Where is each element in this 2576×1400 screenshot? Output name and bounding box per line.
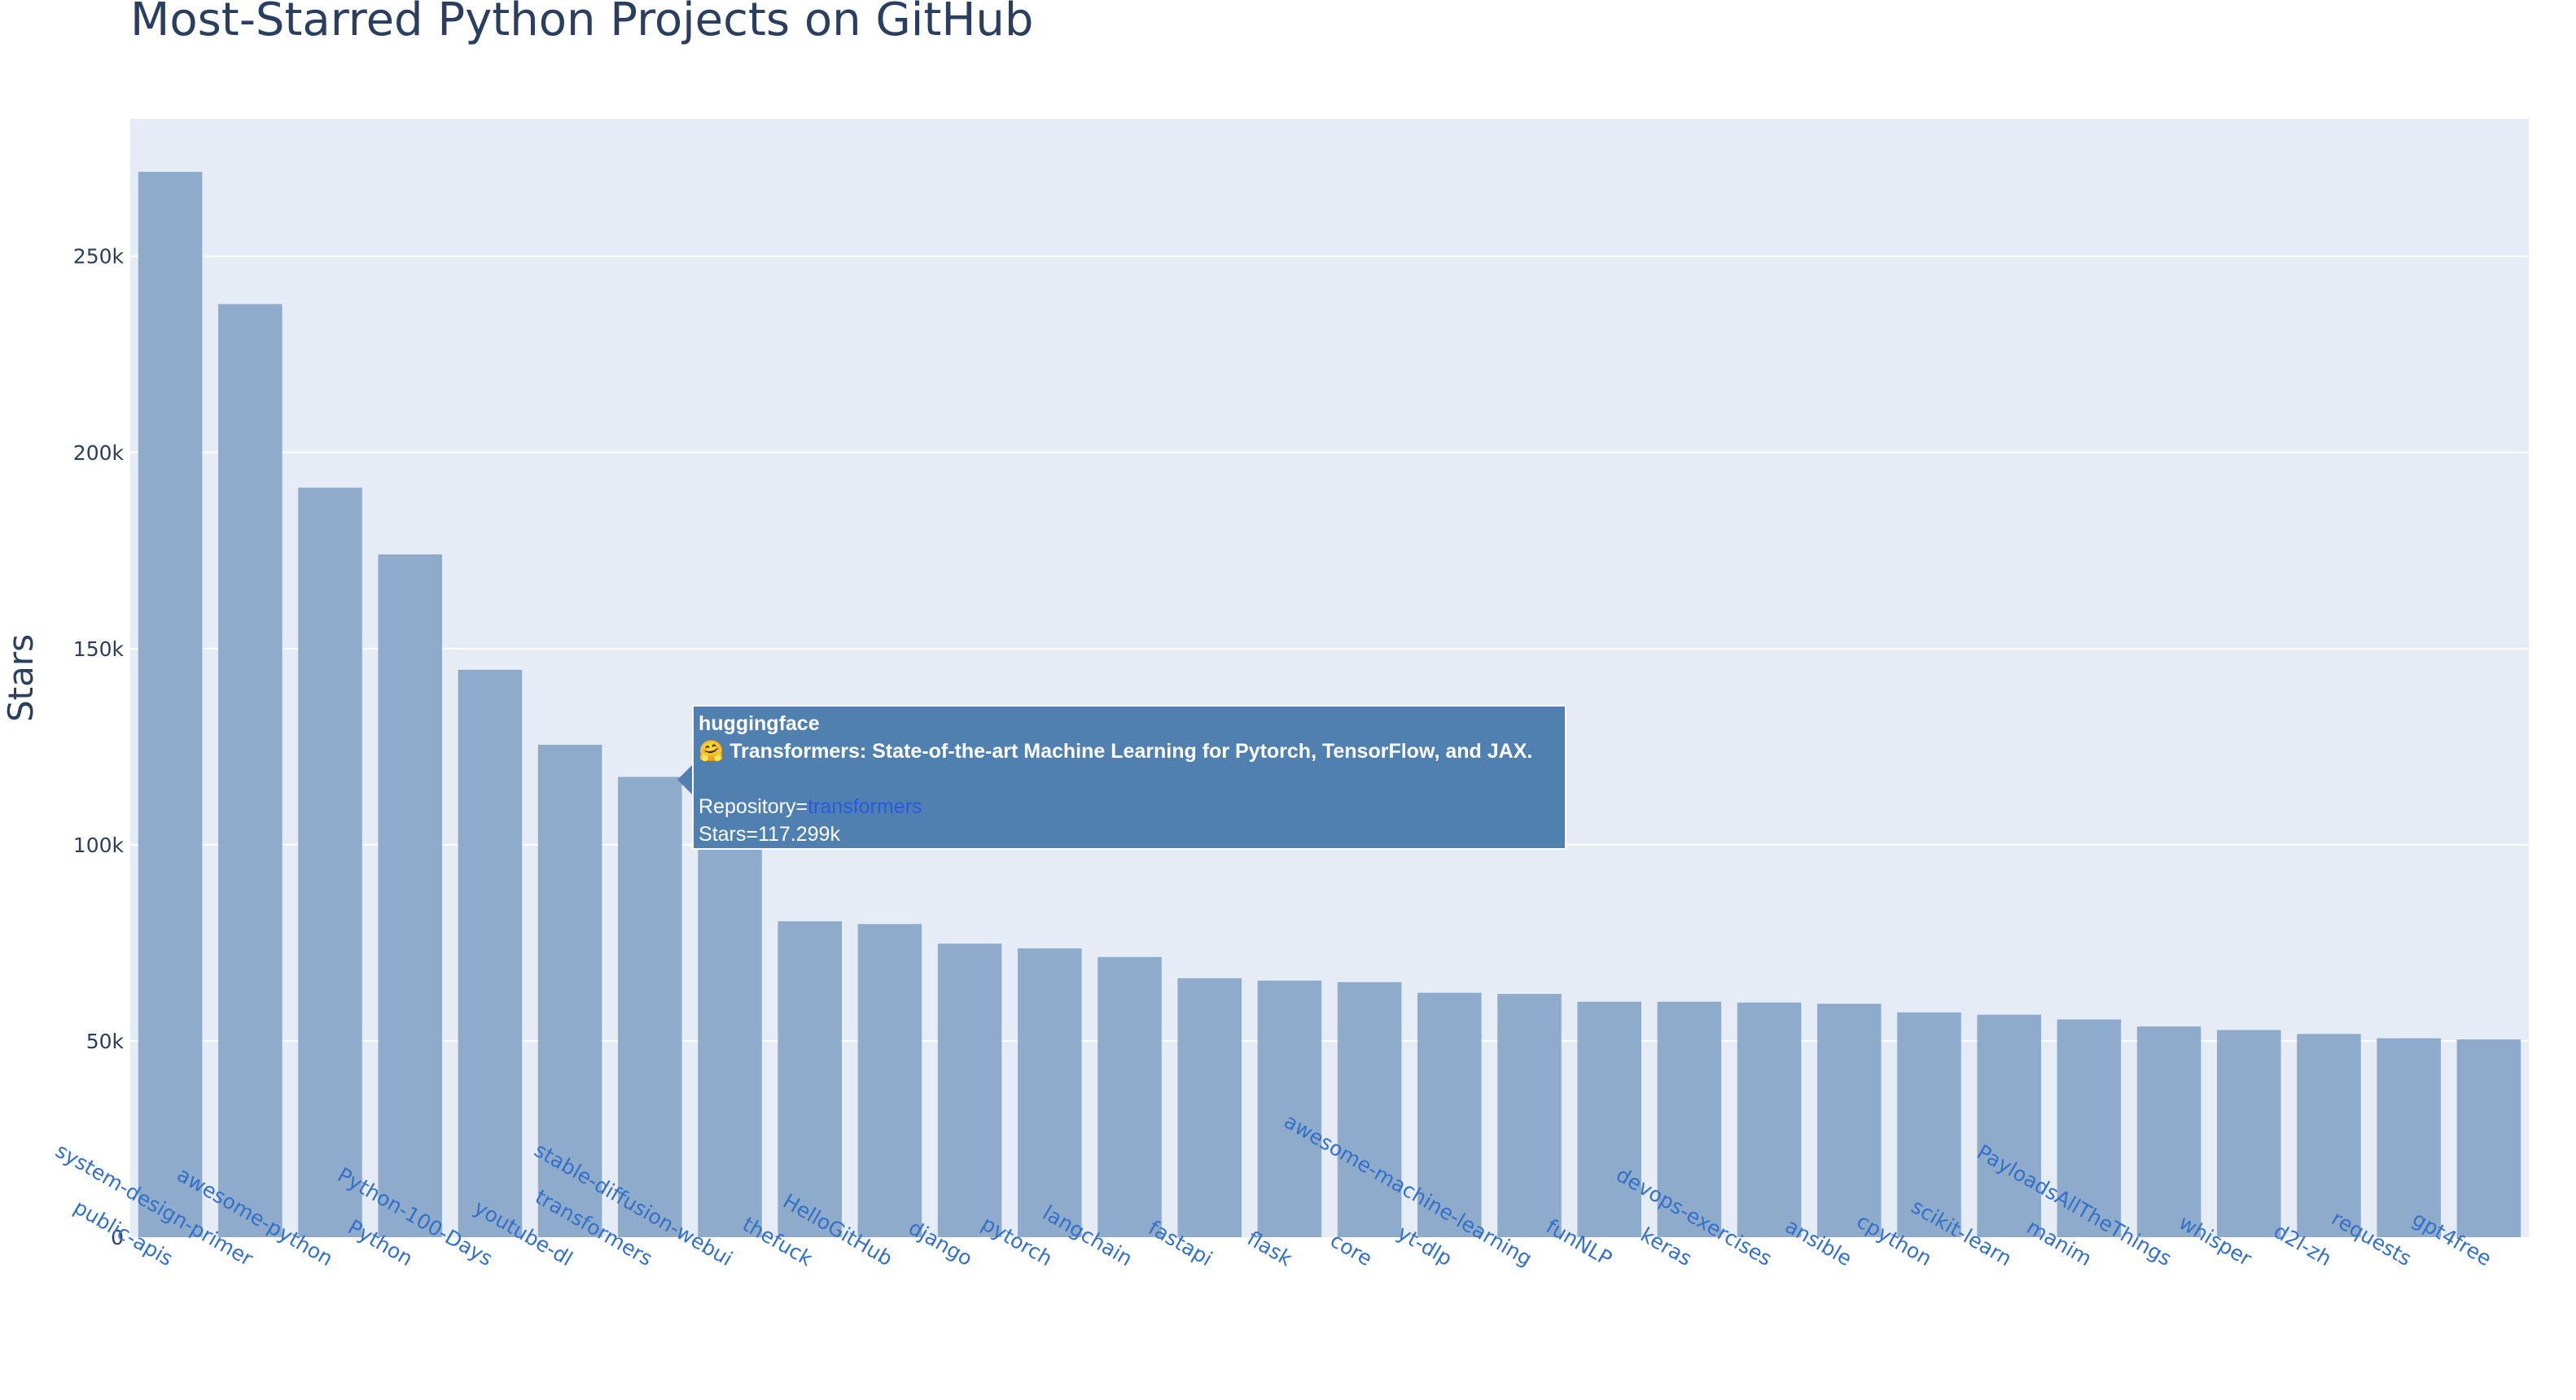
y-tick-label: 150k — [73, 637, 125, 661]
tooltip-repository-label: Repository= — [699, 795, 808, 818]
bar-stable-diffusion-webui[interactable] — [698, 829, 762, 1237]
y-tick-label: 100k — [73, 833, 125, 857]
bar-langchain[interactable] — [1097, 956, 1162, 1237]
bar-gpt4free[interactable] — [2456, 1039, 2521, 1237]
bar-public-apis[interactable] — [138, 172, 203, 1237]
bar-funnlp[interactable] — [1577, 1001, 1641, 1237]
bar-youtube-dl[interactable] — [537, 744, 602, 1237]
tooltip-owner: huggingface — [699, 712, 820, 735]
y-axis-title: Stars — [1, 634, 41, 722]
bar-pytorch[interactable] — [1018, 948, 1082, 1237]
y-tick-label: 200k — [73, 441, 125, 465]
bar-yt-dlp[interactable] — [1417, 992, 1482, 1237]
bar-flask[interactable] — [1257, 980, 1322, 1237]
y-tick-label: 0 — [111, 1226, 124, 1249]
tooltip-repository-row: Repository=transformers — [699, 793, 1560, 820]
bars — [138, 172, 2521, 1237]
hover-tooltip: huggingface 🤗 Transformers: State-of-the… — [692, 705, 1566, 850]
bar-fastapi[interactable] — [1177, 978, 1242, 1237]
tooltip-repository-link[interactable]: transformers — [808, 795, 922, 818]
bar-devops-exercises[interactable] — [1737, 1002, 1802, 1237]
y-tick-label: 50k — [86, 1030, 125, 1053]
y-tick-labels: 0 50k 100k 150k 200k 250k — [73, 245, 125, 1249]
bar-awesome-python[interactable] — [298, 488, 362, 1237]
bar-system-design-primer[interactable] — [218, 304, 283, 1237]
bar-payloadsallthethings[interactable] — [2136, 1026, 2201, 1237]
bar-requests[interactable] — [2377, 1038, 2441, 1237]
tooltip-arrow — [677, 763, 694, 796]
bar-hellogithub[interactable] — [857, 924, 922, 1237]
tooltip-description: 🤗 Transformers: State-of-the-art Machine… — [699, 740, 1533, 763]
chart-title: Most-Starred Python Projects on GitHub — [130, 0, 1034, 46]
bar-python-100-days[interactable] — [458, 669, 523, 1237]
bar-manim[interactable] — [2057, 1019, 2122, 1237]
bar-scikit-learn[interactable] — [1977, 1014, 2041, 1237]
bar-python[interactable] — [378, 554, 442, 1237]
tooltip-stars: Stars=117.299k — [699, 823, 840, 846]
bar-ansible[interactable] — [1817, 1004, 1882, 1237]
bar-django[interactable] — [937, 943, 1002, 1237]
bar-awesome-machine-learning[interactable] — [1497, 994, 1562, 1237]
bar-d2l-zh[interactable] — [2297, 1034, 2361, 1237]
bar-cpython[interactable] — [1897, 1012, 1961, 1237]
bar-core[interactable] — [1337, 982, 1402, 1237]
grid-lines — [130, 255, 2529, 1042]
bar-keras[interactable] — [1657, 1001, 1722, 1237]
y-tick-label: 250k — [73, 245, 125, 269]
bar-thefuck[interactable] — [778, 921, 842, 1237]
bar-whisper[interactable] — [2217, 1030, 2281, 1237]
bar-transformers[interactable] — [618, 777, 682, 1237]
tooltip-spacer — [699, 765, 1560, 793]
plot-area — [130, 119, 2529, 1237]
